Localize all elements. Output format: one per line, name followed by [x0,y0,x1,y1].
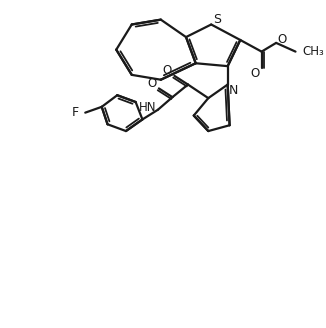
Text: O: O [147,77,157,90]
Text: O: O [250,67,259,80]
Text: O: O [162,65,171,77]
Text: CH₃: CH₃ [302,45,324,58]
Text: N: N [229,84,238,97]
Text: O: O [277,33,287,47]
Text: HN: HN [139,101,156,114]
Text: F: F [72,106,79,119]
Text: S: S [213,13,221,26]
